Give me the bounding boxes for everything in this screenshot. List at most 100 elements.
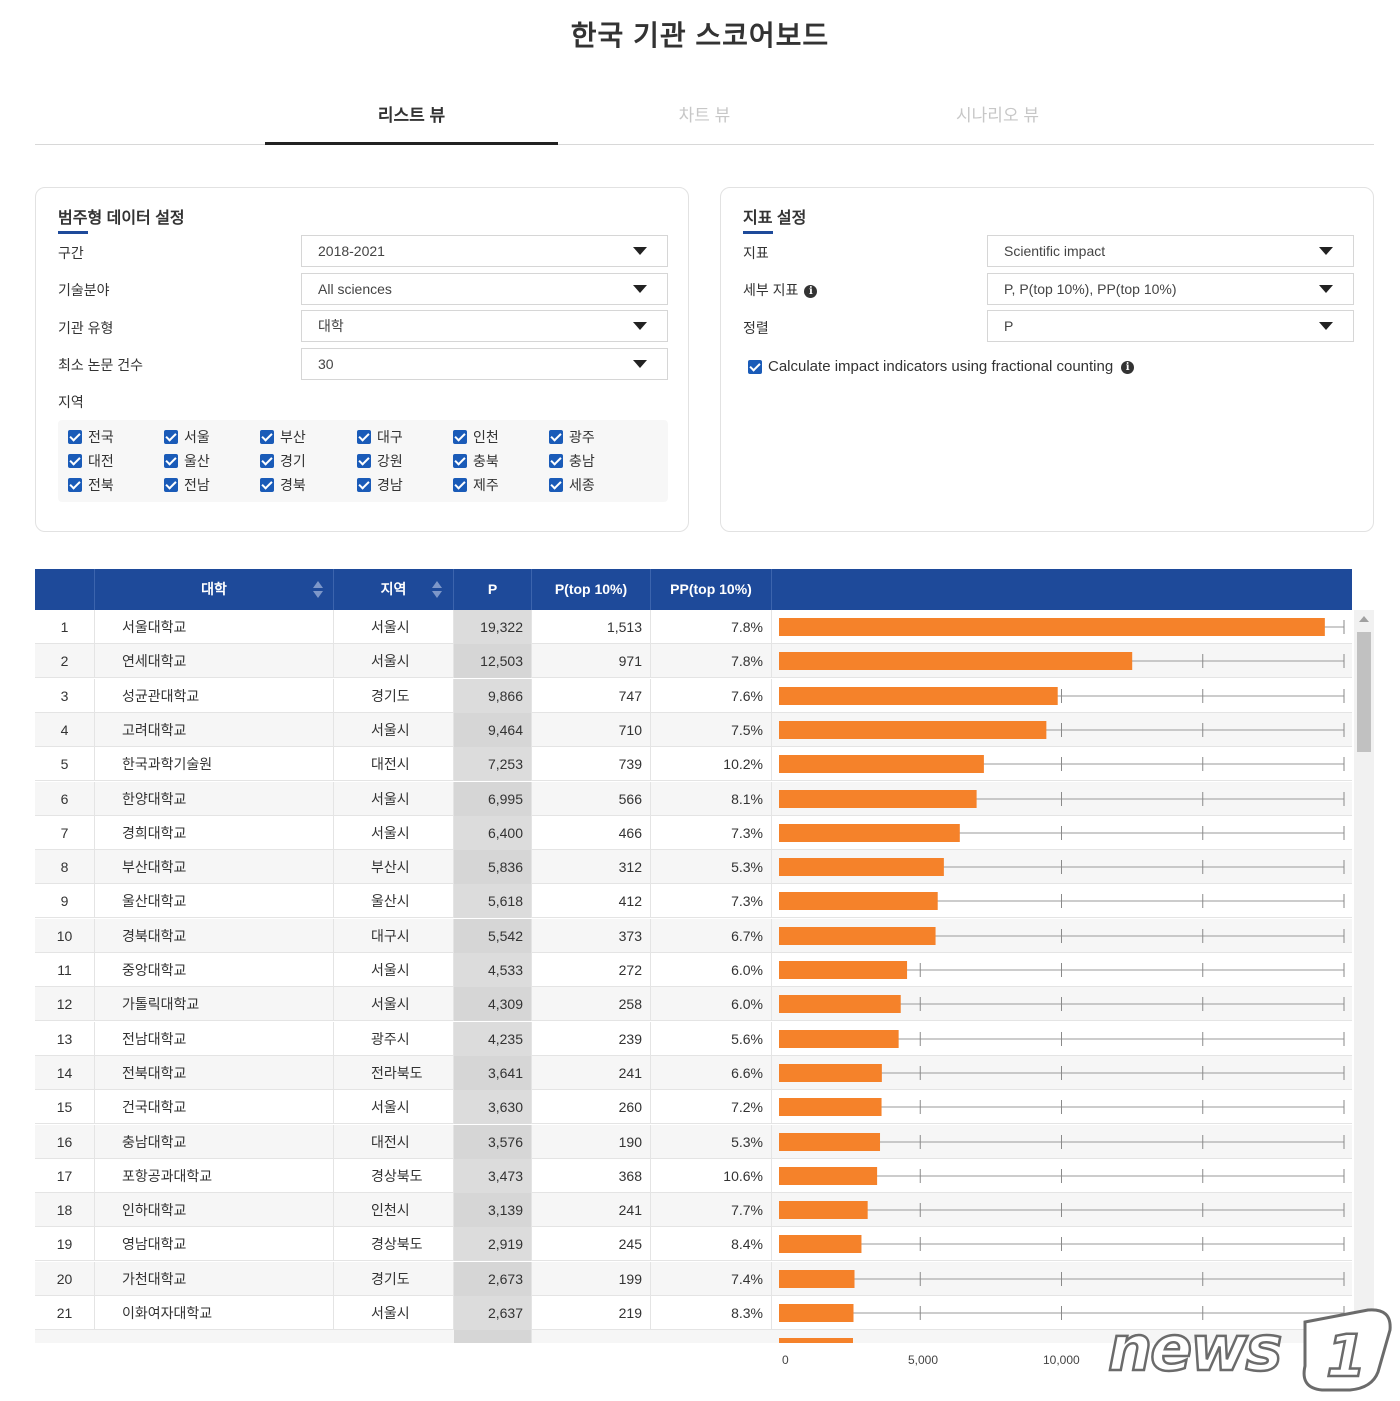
region-checkbox[interactable]: 광주	[549, 427, 595, 447]
table-row[interactable]: 12 가톨릭대학교 서울시 4,309 258 6.0%	[35, 987, 1352, 1022]
fractional-counting-checkbox[interactable]: Calculate impact indicators using fracti…	[748, 357, 1135, 377]
axis-tick-label: 0	[782, 1353, 789, 1367]
tab-scenario-view[interactable]: 시나리오 뷰	[956, 106, 1039, 125]
chevron-down-icon	[1319, 322, 1333, 330]
rank-cell: 8	[35, 850, 95, 885]
region-checkbox[interactable]: 제주	[453, 475, 499, 495]
table-row[interactable]: 10 경북대학교 대구시 5,542 373 6.7%	[35, 918, 1352, 953]
scroll-up-arrow-icon[interactable]	[1359, 616, 1369, 622]
table-row[interactable]: 20 가천대학교 경기도 2,673 199 7.4%	[35, 1261, 1352, 1296]
scroll-thumb[interactable]	[1357, 632, 1371, 752]
region-checkbox[interactable]: 대전	[68, 451, 114, 471]
table-row[interactable]: 8 부산대학교 부산시 5,836 312 5.3%	[35, 850, 1352, 885]
table-row[interactable]: 6 한양대학교 서울시 6,995 566 8.1%	[35, 781, 1352, 816]
bar-cell	[772, 747, 1352, 781]
column-header-pp-top10[interactable]: PP(top 10%)	[651, 569, 772, 610]
page-title: 한국 기관 스코어보드	[570, 20, 830, 51]
p-top10-cell: 710	[532, 712, 651, 747]
column-header-university[interactable]: 대학	[95, 569, 334, 610]
p-top10-cell: 199	[532, 1261, 651, 1296]
region-checkbox[interactable]: 대구	[357, 427, 403, 447]
region-checkbox[interactable]: 경남	[357, 475, 403, 495]
table-row[interactable]: 7 경희대학교 서울시 6,400 466 7.3%	[35, 815, 1352, 850]
indicator-select[interactable]: Scientific impact	[987, 235, 1354, 267]
p-cell: 5,542	[454, 918, 532, 953]
table-row[interactable]: 3 성균관대학교 경기도 9,866 747 7.6%	[35, 678, 1352, 713]
region-checkbox[interactable]: 경북	[260, 475, 306, 495]
region-checkbox[interactable]: 세종	[549, 475, 595, 495]
table-row[interactable]: 21 이화여자대학교 서울시 2,637 219 8.3%	[35, 1296, 1352, 1330]
table-row[interactable]: 18 인하대학교 인천시 3,139 241 7.7%	[35, 1193, 1352, 1228]
table-row[interactable]: 9 울산대학교 울산시 5,618 412 7.3%	[35, 884, 1352, 919]
table-row[interactable]: 16 충남대학교 대전시 3,576 190 5.3%	[35, 1124, 1352, 1159]
region-cell: 대전시	[334, 747, 454, 782]
institution-type-select[interactable]: 대학	[301, 310, 668, 342]
region-checkbox[interactable]: 인천	[453, 427, 499, 447]
info-icon[interactable]: i	[1121, 360, 1135, 374]
region-cell: 전라북도	[334, 1055, 454, 1090]
table-row[interactable]: 11 중앙대학교 서울시 4,533 272 6.0%	[35, 953, 1352, 987]
checkbox-checked-icon	[164, 478, 178, 492]
region-checkbox[interactable]: 전북	[68, 475, 114, 495]
checkbox-checked-icon	[748, 360, 762, 374]
sort-label: 정렬	[743, 320, 769, 336]
table-row[interactable]: 2 연세대학교 서울시 12,503 971 7.8%	[35, 644, 1352, 679]
region-checkbox[interactable]: 경기	[260, 451, 306, 471]
rank-cell: 6	[35, 781, 95, 816]
region-checkbox[interactable]: 충북	[453, 451, 499, 471]
region-checkbox[interactable]: 강원	[357, 451, 403, 471]
column-header-p[interactable]: P	[454, 569, 532, 610]
rank-cell: 21	[35, 1296, 95, 1330]
p-bar	[779, 1338, 853, 1343]
info-icon[interactable]: i	[804, 284, 818, 298]
min-papers-select[interactable]: 30	[301, 348, 668, 380]
view-tabs: 리스트 뷰 차트 뷰 시나리오 뷰	[35, 96, 1374, 145]
tab-chart-view[interactable]: 차트 뷰	[678, 106, 731, 125]
sort-select[interactable]: P	[987, 310, 1354, 342]
table-row[interactable]: 4 고려대학교 서울시 9,464 710 7.5%	[35, 712, 1352, 747]
p-cell: 2,919	[454, 1227, 532, 1262]
region-cell: 경기도	[334, 678, 454, 713]
indicator-label: 지표	[743, 245, 769, 261]
p-bar-chart	[779, 618, 1345, 636]
region-checkbox[interactable]: 부산	[260, 427, 306, 447]
min-papers-label: 최소 논문 건수	[58, 357, 144, 373]
pp-top10-cell: 7.3%	[651, 884, 772, 919]
table-row[interactable]: 13 전남대학교 광주시 4,235 239 5.6%	[35, 1021, 1352, 1056]
bar-cell	[772, 1296, 1352, 1330]
sub-indicator-select[interactable]: P, P(top 10%), PP(top 10%)	[987, 273, 1354, 305]
checkbox-checked-icon	[260, 454, 274, 468]
table-row[interactable]: 5 한국과학기술원 대전시 7,253 739 10.2%	[35, 747, 1352, 782]
p-bar	[779, 1098, 882, 1117]
bar-cell	[772, 610, 1352, 644]
university-cell: 가톨릭대학교	[95, 987, 334, 1022]
period-select[interactable]: 2018-2021	[301, 235, 668, 267]
university-cell: 포항공과대학교	[95, 1158, 334, 1193]
pp-top10-cell: 8.4%	[651, 1227, 772, 1262]
tab-list-view[interactable]: 리스트 뷰	[265, 96, 558, 145]
table-row[interactable]: 15 건국대학교 서울시 3,630 260 7.2%	[35, 1090, 1352, 1125]
sub-indicator-value: P, P(top 10%), PP(top 10%)	[1004, 281, 1177, 297]
region-checkbox-label: 서울	[184, 429, 210, 445]
field-select[interactable]: All sciences	[301, 273, 668, 305]
column-header-p-top10[interactable]: P(top 10%)	[532, 569, 651, 610]
table-row[interactable]: 14 전북대학교 전라북도 3,641 241 6.6%	[35, 1055, 1352, 1090]
sort-icon[interactable]	[313, 581, 323, 599]
region-checkbox[interactable]: 전국	[68, 427, 114, 447]
table-row[interactable]: 19 영남대학교 경상북도 2,919 245 8.4%	[35, 1227, 1352, 1262]
p-bar-chart	[779, 1166, 1345, 1185]
rank-column-header	[35, 569, 95, 610]
column-header-region[interactable]: 지역	[334, 569, 454, 610]
vertical-scrollbar[interactable]	[1354, 610, 1374, 1343]
region-checkbox[interactable]: 충남	[549, 451, 595, 471]
table-row[interactable]: 17 포항공과대학교 경상북도 3,473 368 10.6%	[35, 1158, 1352, 1193]
region-checkbox-label: 전북	[88, 477, 114, 493]
p-bar-chart	[779, 1269, 1345, 1288]
region-checkbox[interactable]: 전남	[164, 475, 210, 495]
p-top10-cell: 219	[532, 1296, 651, 1330]
region-checkbox[interactable]: 울산	[164, 451, 210, 471]
region-checkbox[interactable]: 서울	[164, 427, 210, 447]
field-label: 기술분야	[58, 282, 110, 298]
table-row[interactable]: 1 서울대학교 서울시 19,322 1,513 7.8%	[35, 610, 1352, 644]
sort-icon[interactable]	[432, 581, 442, 599]
